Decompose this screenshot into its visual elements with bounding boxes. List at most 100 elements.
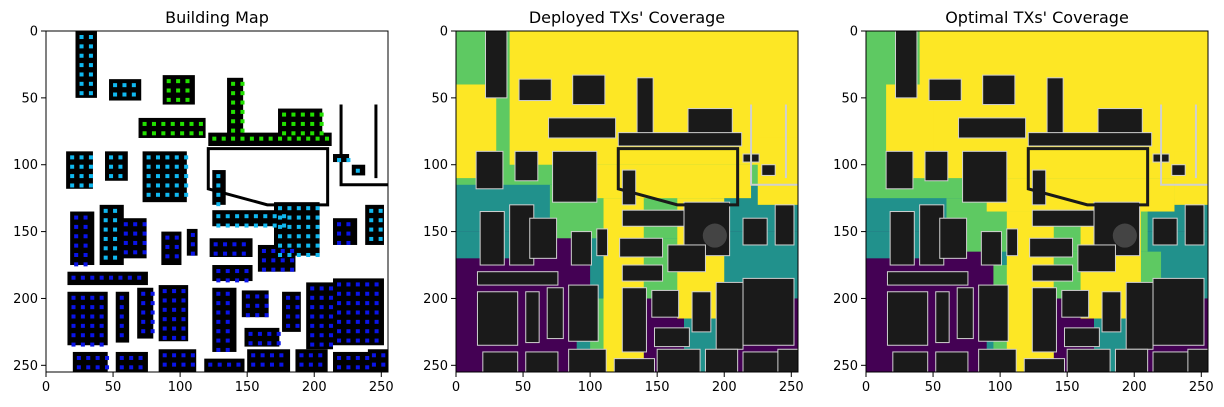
marker-dot (90, 275, 95, 280)
building-footprint (1152, 351, 1192, 372)
marker-dot (240, 136, 245, 141)
marker-dot (249, 136, 254, 141)
marker-dot (278, 252, 283, 257)
x-tick-label: 150 (1055, 380, 1080, 395)
marker-dot (79, 81, 84, 86)
marker-dot (123, 231, 128, 236)
marker-dot (337, 291, 342, 296)
marker-dot (198, 121, 203, 126)
marker-dot (150, 310, 155, 315)
marker-dot (146, 183, 151, 188)
marker-dot (365, 282, 370, 287)
marker-dot (346, 222, 351, 227)
marker-dot (365, 310, 370, 315)
marker-dot (113, 236, 118, 241)
building-footprint (570, 231, 592, 266)
marker-dot (240, 128, 245, 133)
marker-dot (146, 155, 151, 160)
marker-dot (337, 240, 342, 245)
marker-dot (208, 362, 213, 367)
marker-dot (118, 164, 123, 169)
marker-dot (381, 353, 386, 358)
marker-dot (155, 155, 160, 160)
marker-dot (319, 333, 324, 338)
marker-dot (346, 282, 351, 287)
marker-dot (374, 310, 379, 315)
building-footprint (617, 132, 743, 147)
marker-dot (295, 305, 300, 310)
marker-dot (80, 323, 85, 328)
marker-dot (74, 224, 79, 229)
marker-dot (240, 109, 245, 114)
marker-dot (290, 258, 295, 263)
marker-dot (79, 44, 84, 49)
building-footprint (529, 217, 558, 259)
marker-dot (287, 206, 292, 211)
marker-dot (319, 121, 324, 126)
marker-dot (271, 267, 276, 272)
marker-dot (295, 295, 300, 300)
marker-dot (113, 255, 118, 260)
marker-dot (286, 314, 291, 319)
x-tick-label: 0 (452, 380, 460, 395)
building-outline (339, 104, 388, 187)
marker-dot (189, 121, 194, 126)
marker-dot (74, 252, 79, 257)
marker-dot (259, 136, 264, 141)
marker-dot (282, 214, 287, 219)
marker-dot (71, 342, 76, 347)
x-tick-label: 0 (42, 380, 50, 395)
building-footprint (958, 117, 1027, 139)
marker-dot (131, 83, 136, 88)
x-tick-label: 50 (515, 380, 532, 395)
building-footprint (476, 291, 519, 346)
marker-dot (371, 353, 376, 358)
marker-dot (172, 289, 177, 294)
marker-dot (185, 88, 190, 93)
building-footprint (742, 277, 795, 346)
building-footprint (704, 348, 739, 372)
plot-area (866, 31, 1208, 372)
marker-dot (155, 183, 160, 188)
building-footprint (1101, 291, 1122, 333)
marker-dot (142, 121, 147, 126)
marker-dot (88, 63, 93, 68)
marker-dot (315, 234, 320, 239)
marker-dot (276, 341, 281, 346)
marker-dot (79, 63, 84, 68)
marker-dot (337, 222, 342, 227)
marker-dot (113, 83, 118, 88)
marker-dot (133, 231, 138, 236)
building-footprint (482, 351, 519, 372)
marker-dot (88, 81, 93, 86)
marker-dot (79, 164, 84, 169)
marker-dot (260, 362, 265, 367)
y-tick-label: 0 (440, 25, 448, 40)
marker-dot (174, 155, 179, 160)
marker-dot (337, 319, 342, 324)
marker-dot (216, 278, 221, 283)
building-footprint (1184, 204, 1205, 246)
marker-dot (172, 307, 177, 312)
marker-dot (306, 234, 311, 239)
x-tick-label: 100 (168, 380, 193, 395)
marker-dot (378, 227, 383, 232)
building-footprint (621, 287, 647, 353)
marker-dot (315, 252, 320, 257)
marker-dot (278, 224, 283, 229)
marker-dot (162, 307, 167, 312)
marker-dot (355, 310, 360, 315)
marker-dot (291, 121, 296, 126)
building-footprint (367, 349, 388, 372)
building-footprint (1171, 164, 1186, 176)
marker-dot (90, 305, 95, 310)
building-footprint (99, 204, 124, 266)
building-footprint (895, 31, 918, 99)
marker-dot (142, 222, 147, 227)
marker-dot (291, 131, 296, 136)
marker-dot (231, 91, 236, 96)
marker-dot (174, 183, 179, 188)
marker-dot (291, 112, 296, 117)
marker-dot (176, 79, 181, 84)
marker-dot (225, 347, 230, 352)
